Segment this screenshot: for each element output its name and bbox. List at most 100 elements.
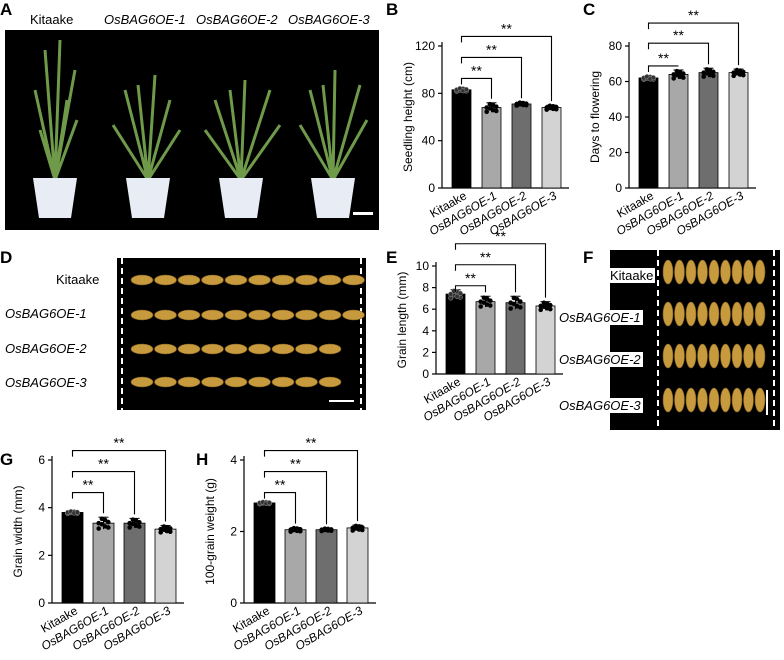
grain — [708, 343, 720, 369]
y-tick-label: 0 — [422, 367, 429, 381]
grain — [685, 343, 697, 369]
grain — [754, 343, 766, 369]
significance-bracket — [460, 77, 493, 99]
y-axis-label: Grain width (mm) — [11, 485, 25, 577]
grain — [130, 343, 154, 355]
grain — [720, 343, 731, 369]
panel-letter-e: E — [386, 248, 398, 267]
data-point — [487, 101, 493, 107]
panel-letter-g: G — [0, 450, 14, 469]
bar-osbag6oe-3 — [535, 305, 556, 375]
grain — [154, 376, 177, 388]
grain — [674, 301, 685, 327]
significance-bracket — [647, 42, 710, 65]
data-point — [731, 73, 736, 79]
bar-osbag6oe-1 — [284, 529, 307, 604]
panel-d-label-kitaake: Kitaake — [56, 272, 100, 287]
significance-label: ** — [486, 41, 497, 57]
panel-letter-f: F — [583, 248, 594, 267]
grain — [271, 376, 295, 388]
y-tick-label: 8 — [422, 281, 429, 295]
significance-label: ** — [114, 435, 125, 451]
grain — [224, 274, 248, 286]
panel-f-label-oe3: OsBAG6OE-3 — [557, 398, 643, 413]
data-point — [544, 305, 550, 311]
data-point — [518, 299, 523, 304]
data-point — [481, 295, 487, 301]
y-tick-label: 120 — [415, 39, 435, 53]
significance-label: ** — [658, 50, 669, 66]
y-tick-label: 6 — [422, 302, 429, 316]
grain — [201, 274, 224, 286]
panel-d-label-oe2: OsBAG6OE-2 — [5, 341, 87, 356]
data-point — [711, 69, 716, 75]
grain — [685, 259, 697, 285]
plant-photo — [5, 30, 379, 230]
significance-bracket — [454, 264, 517, 293]
data-point — [538, 303, 543, 309]
grain — [743, 301, 754, 327]
grain — [662, 387, 674, 413]
grain — [177, 309, 201, 321]
y-tick-label: 4 — [230, 453, 237, 467]
data-point — [484, 109, 489, 115]
bar-osbag6oe-2 — [315, 529, 338, 604]
significance-bracket — [460, 56, 523, 99]
significance-label: ** — [98, 456, 109, 472]
significance-label: ** — [673, 27, 684, 43]
grain — [248, 343, 271, 355]
data-point — [484, 302, 490, 307]
data-point — [681, 71, 686, 76]
data-point — [671, 72, 676, 77]
plant-oe1 — [111, 74, 182, 218]
grain-length-drawing — [121, 258, 365, 410]
data-point — [731, 70, 736, 75]
significance-bracket — [71, 471, 136, 515]
grain — [201, 376, 224, 388]
data-point — [457, 290, 463, 296]
plant-kitaake — [33, 39, 79, 218]
scale-bar-a — [353, 212, 373, 215]
grain — [674, 387, 685, 413]
grain — [248, 376, 271, 388]
data-point — [463, 86, 469, 93]
grain — [318, 343, 342, 355]
panel-f-label-oe2: OsBAG6OE-2 — [557, 352, 643, 367]
significance-bracket — [263, 471, 328, 525]
data-point — [508, 306, 513, 311]
data-point — [137, 520, 142, 525]
data-point — [478, 304, 483, 309]
data-point — [133, 523, 139, 529]
bar-osbag6oe-1 — [668, 74, 689, 189]
grain — [720, 301, 731, 327]
bar-kitaake — [451, 89, 472, 189]
grain — [754, 259, 766, 285]
bar-osbag6oe-2 — [511, 103, 532, 189]
panel-letter-d: D — [0, 248, 13, 267]
data-point — [511, 295, 517, 301]
grain — [754, 387, 766, 413]
significance-bracket — [647, 65, 679, 72]
y-tick-label: 2 — [230, 525, 237, 539]
grain — [731, 301, 743, 327]
data-point — [494, 104, 499, 109]
grain — [130, 274, 154, 286]
y-tick-label: 10 — [416, 259, 430, 273]
grain — [708, 259, 720, 285]
data-point — [704, 67, 710, 72]
grain — [697, 387, 708, 413]
data-point — [701, 70, 706, 75]
grain — [224, 343, 248, 355]
y-tick-label: 2 — [422, 345, 429, 359]
pot-oe2 — [219, 178, 263, 218]
grain — [295, 376, 318, 388]
scale-bar-d — [329, 400, 354, 402]
panel-letter-h: H — [196, 450, 209, 469]
data-point — [671, 76, 676, 81]
y-tick-label: 0 — [428, 181, 435, 195]
significance-label: ** — [465, 270, 476, 286]
y-axis-label: Grain length (mm) — [395, 272, 409, 369]
data-point — [741, 69, 746, 75]
data-point — [490, 107, 496, 113]
